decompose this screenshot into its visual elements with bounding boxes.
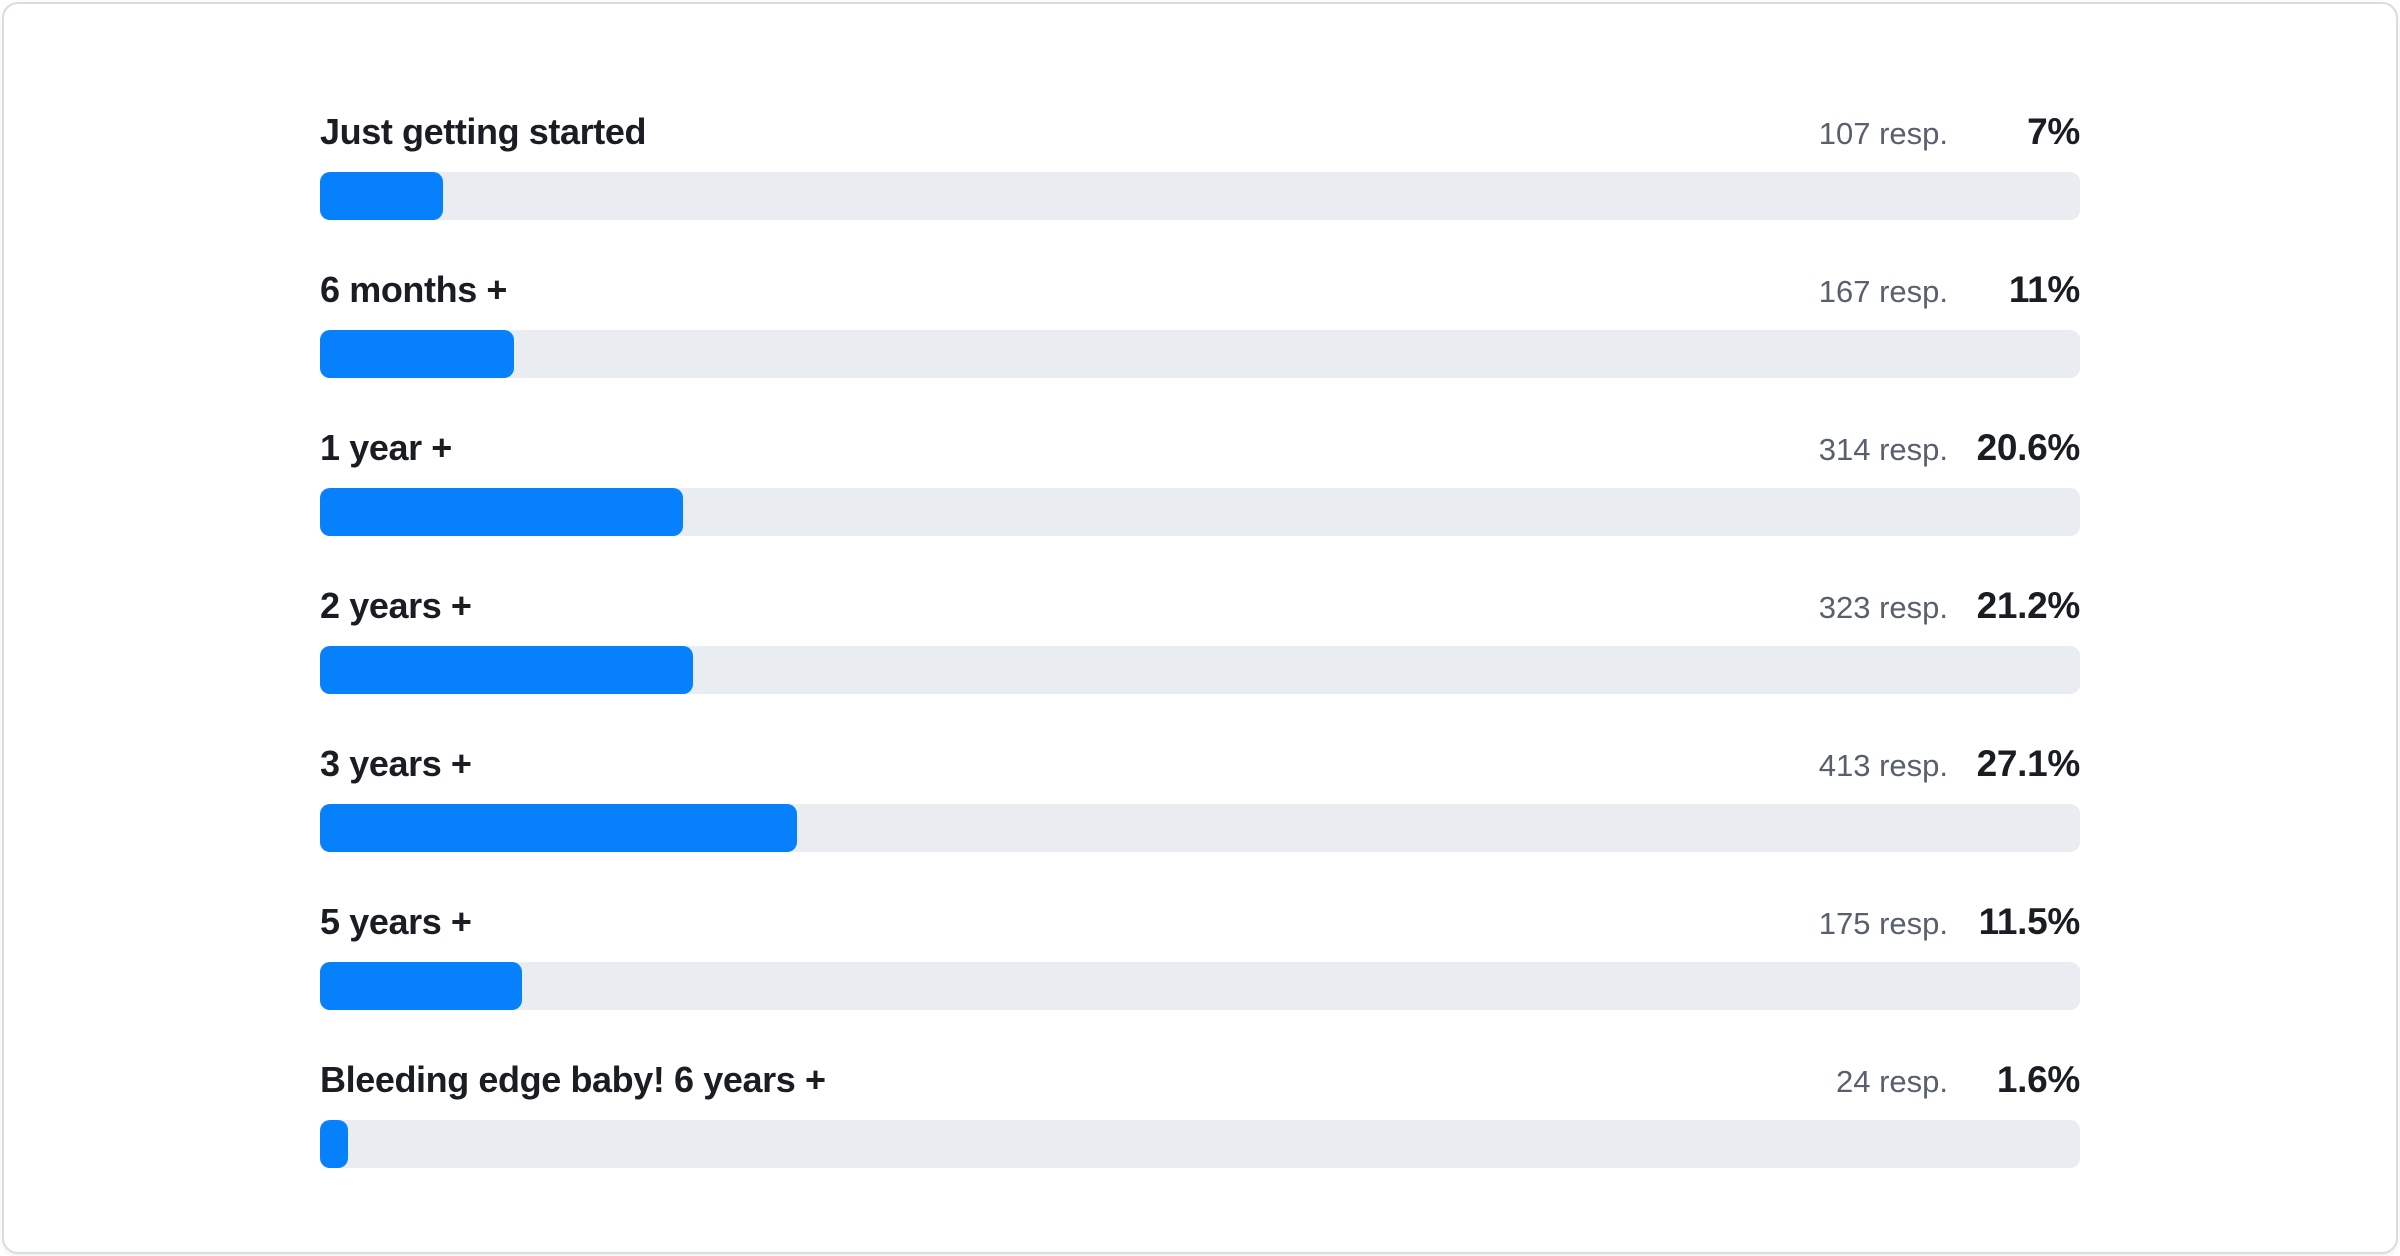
- percent-value: 1.6%: [1996, 1059, 2080, 1100]
- answer-label: Just getting started: [320, 111, 647, 152]
- row-header: Bleeding edge baby! 6 years + 24 resp. 1…: [320, 1056, 2080, 1106]
- survey-row: Just getting started 107 resp. 7%: [320, 108, 2080, 220]
- bar-track: [320, 172, 2080, 220]
- bar-track: [320, 1120, 2080, 1168]
- row-header: Just getting started 107 resp. 7%: [320, 108, 2080, 158]
- percent-value: 11.5%: [1978, 901, 2081, 942]
- answer-label: Bleeding edge baby! 6 years +: [320, 1059, 826, 1100]
- row-header: 2 years + 323 resp. 21.2%: [320, 582, 2080, 632]
- bar-fill: [320, 488, 683, 536]
- answer-label: 1 year +: [320, 427, 452, 468]
- survey-row: 6 months + 167 resp. 11%: [320, 266, 2080, 378]
- answer-label: 3 years +: [320, 743, 472, 784]
- row-header: 3 years + 413 resp. 27.1%: [320, 740, 2080, 790]
- survey-row: 3 years + 413 resp. 27.1%: [320, 740, 2080, 852]
- response-count: 413 resp.: [1818, 748, 1948, 783]
- answer-label: 5 years +: [320, 901, 472, 942]
- row-header: 1 year + 314 resp. 20.6%: [320, 424, 2080, 474]
- row-header: 5 years + 175 resp. 11.5%: [320, 898, 2080, 948]
- percent-value: 27.1%: [1976, 743, 2081, 784]
- answer-label: 2 years +: [320, 585, 472, 626]
- answer-label: 6 months +: [320, 269, 508, 310]
- percent-value: 21.2%: [1976, 585, 2081, 626]
- bar-track: [320, 330, 2080, 378]
- survey-row: 1 year + 314 resp. 20.6%: [320, 424, 2080, 536]
- bar-fill: [320, 962, 523, 1010]
- survey-results-list: Just getting started 107 resp. 7% 6 mont…: [4, 4, 2396, 1168]
- response-count: 24 resp.: [1835, 1064, 1948, 1099]
- response-count: 323 resp.: [1818, 590, 1948, 625]
- survey-row: 2 years + 323 resp. 21.2%: [320, 582, 2080, 694]
- percent-value: 20.6%: [1976, 427, 2081, 468]
- survey-row: 5 years + 175 resp. 11.5%: [320, 898, 2080, 1010]
- response-count: 107 resp.: [1818, 116, 1948, 151]
- bar-fill: [320, 804, 797, 852]
- bar-track: [320, 488, 2080, 536]
- bar-fill: [320, 172, 444, 220]
- response-count: 314 resp.: [1818, 432, 1948, 467]
- bar-track: [320, 804, 2080, 852]
- response-count: 167 resp.: [1818, 274, 1948, 309]
- bar-fill: [320, 1120, 349, 1168]
- percent-value: 7%: [2027, 111, 2080, 152]
- bar-track: [320, 962, 2080, 1010]
- bar-fill: [320, 646, 694, 694]
- survey-row: Bleeding edge baby! 6 years + 24 resp. 1…: [320, 1056, 2080, 1168]
- bar-track: [320, 646, 2080, 694]
- percent-value: 11%: [2008, 269, 2080, 310]
- response-count: 175 resp.: [1818, 906, 1948, 941]
- bar-fill: [320, 330, 514, 378]
- row-header: 6 months + 167 resp. 11%: [320, 266, 2080, 316]
